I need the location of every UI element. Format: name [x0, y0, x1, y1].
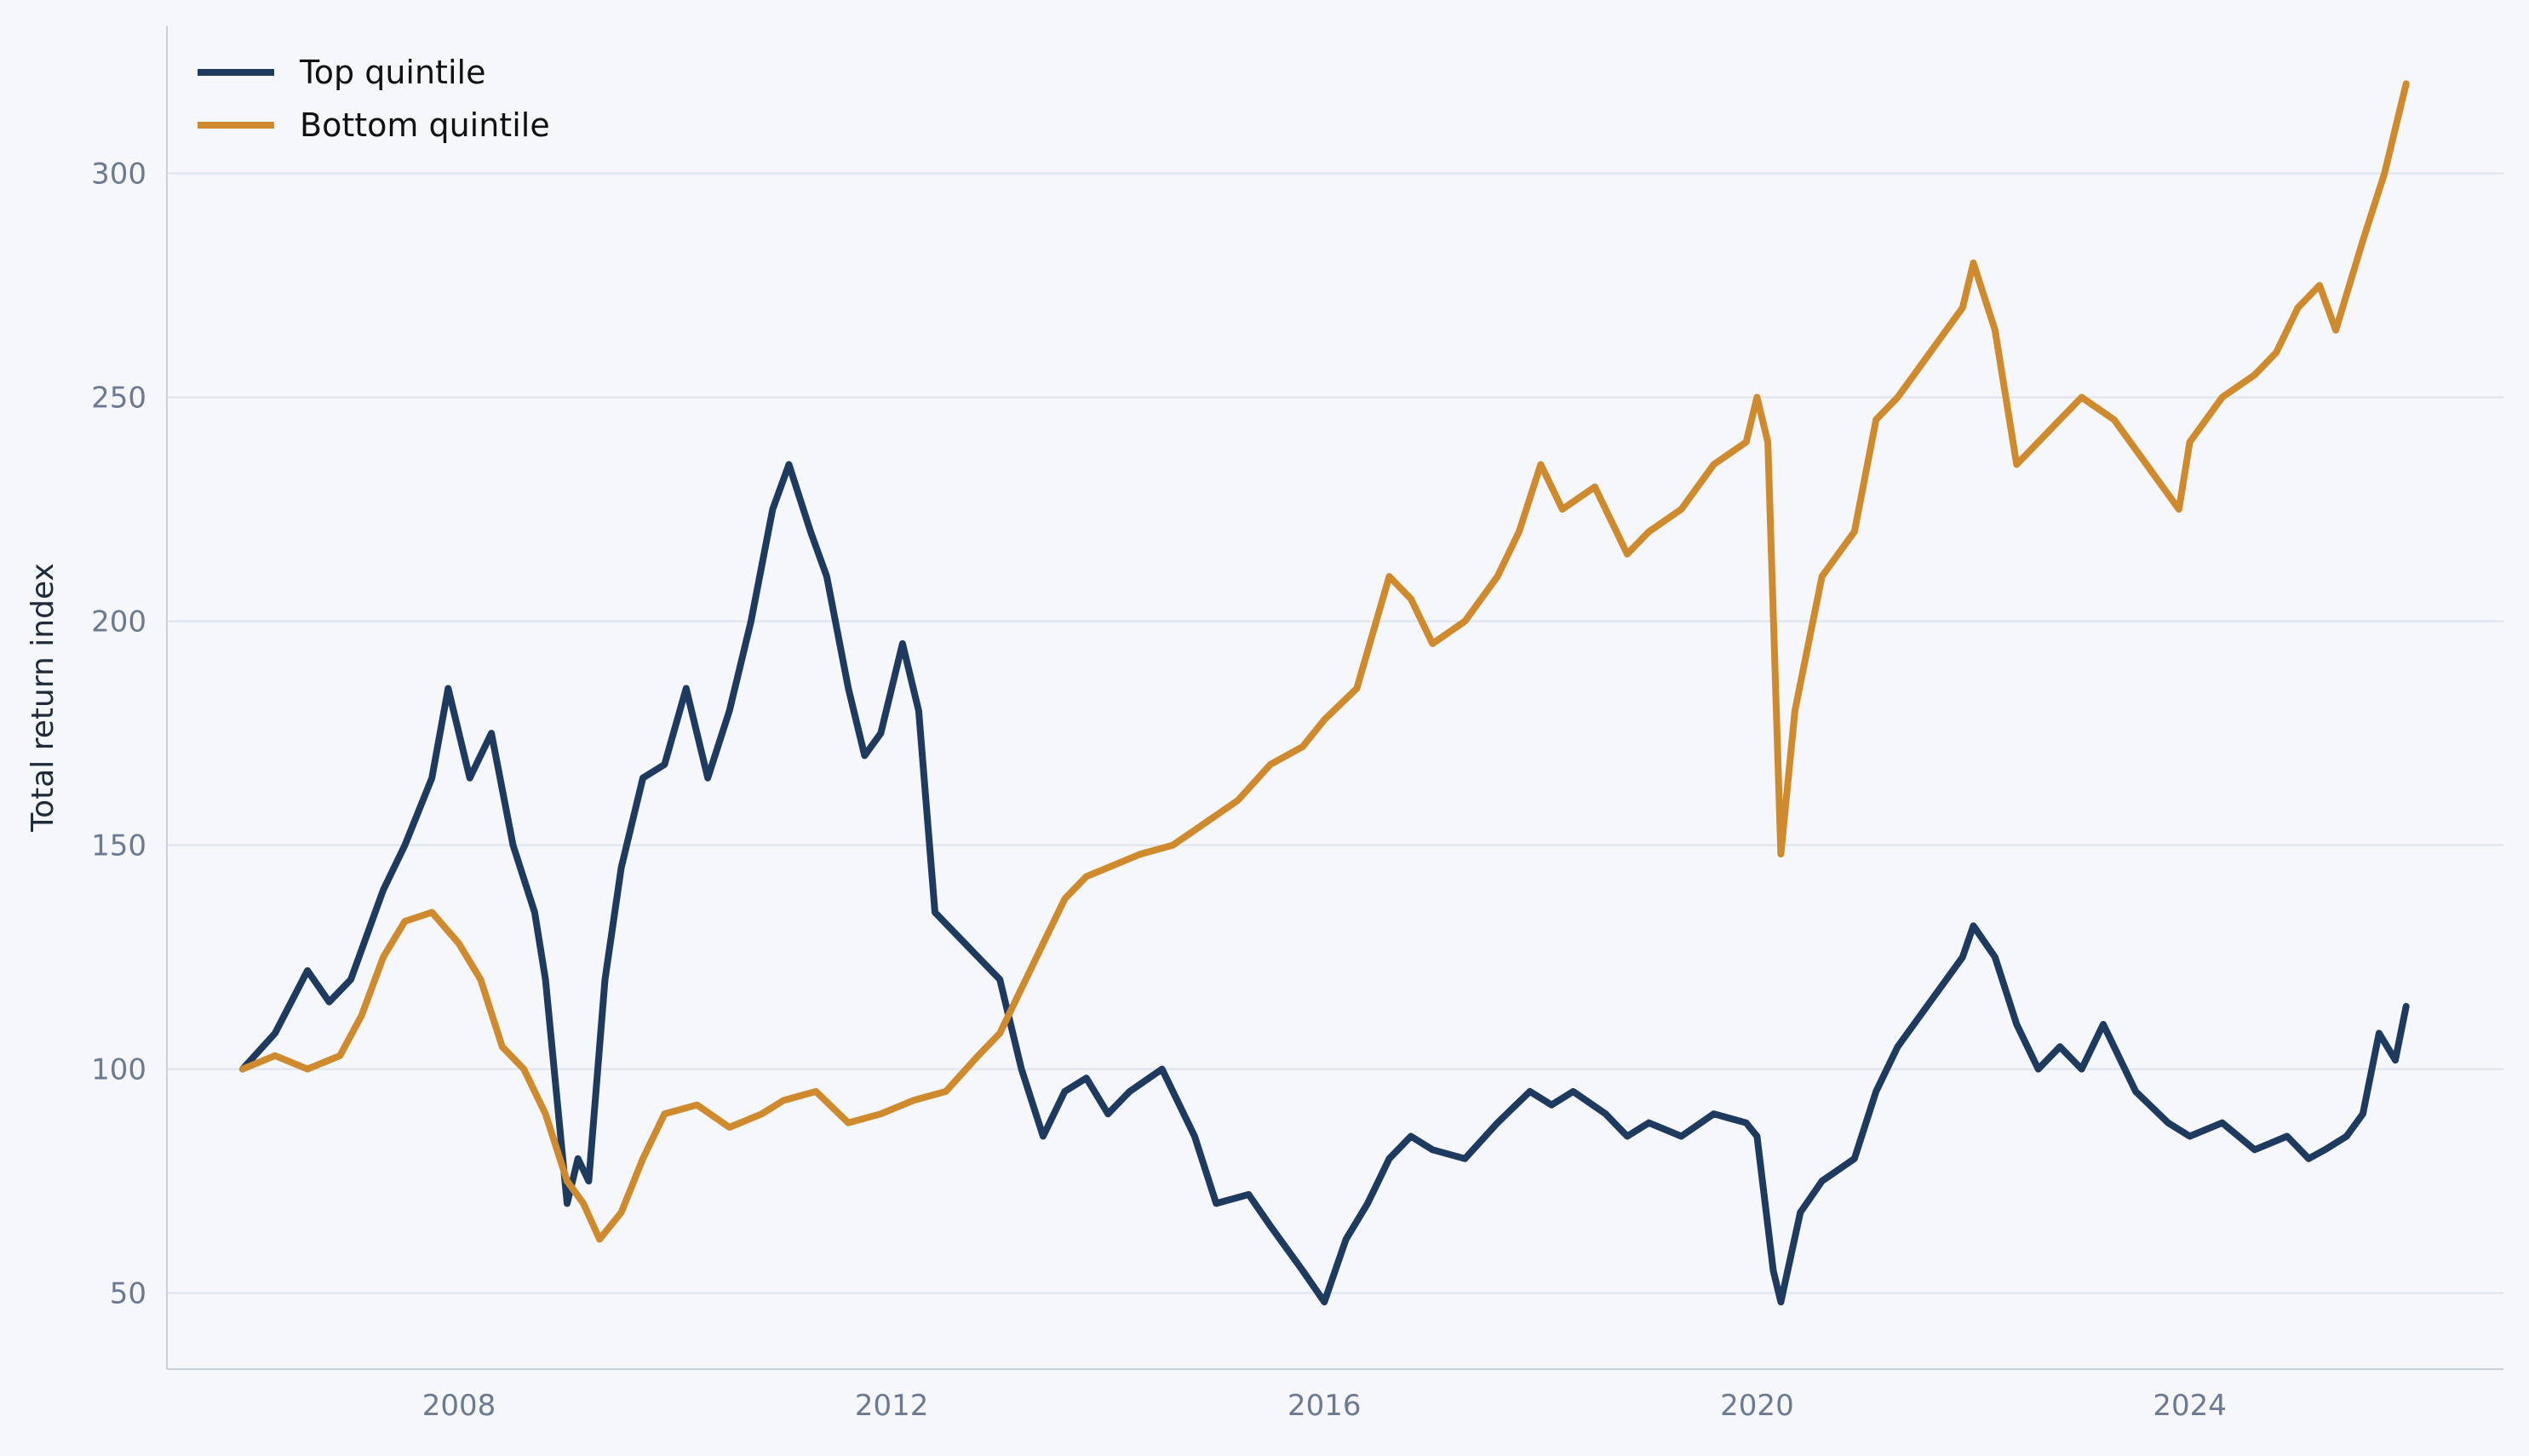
y-tick-labels: 50 100 150 200 250 300 — [91, 158, 146, 1311]
x-tick-label: 2020 — [1720, 1389, 1794, 1423]
y-tick-label: 100 — [91, 1053, 146, 1087]
y-tick-label: 150 — [91, 829, 146, 863]
legend: Top quintile Bottom quintile — [198, 54, 550, 144]
legend-label: Top quintile — [299, 54, 485, 91]
x-tick-label: 2024 — [2153, 1389, 2227, 1423]
y-tick-label: 300 — [91, 158, 146, 192]
series-line-top-quintile — [238, 461, 2410, 1306]
x-tick-label: 2012 — [855, 1389, 929, 1423]
y-tick-label: 50 — [110, 1277, 146, 1311]
x-tick-labels: 2008 2012 2016 2020 2024 — [422, 1389, 2227, 1423]
series-layer — [238, 80, 2410, 1306]
grid-lines — [167, 172, 2503, 1294]
x-tick-label: 2008 — [422, 1389, 496, 1423]
y-axis-label: Total return index — [26, 563, 60, 833]
y-tick-label: 250 — [91, 381, 146, 416]
series-line-bottom-quintile — [238, 80, 2410, 1243]
legend-label: Bottom quintile — [300, 106, 550, 144]
x-tick-label: 2016 — [1287, 1389, 1362, 1423]
y-tick-label: 200 — [91, 605, 146, 639]
